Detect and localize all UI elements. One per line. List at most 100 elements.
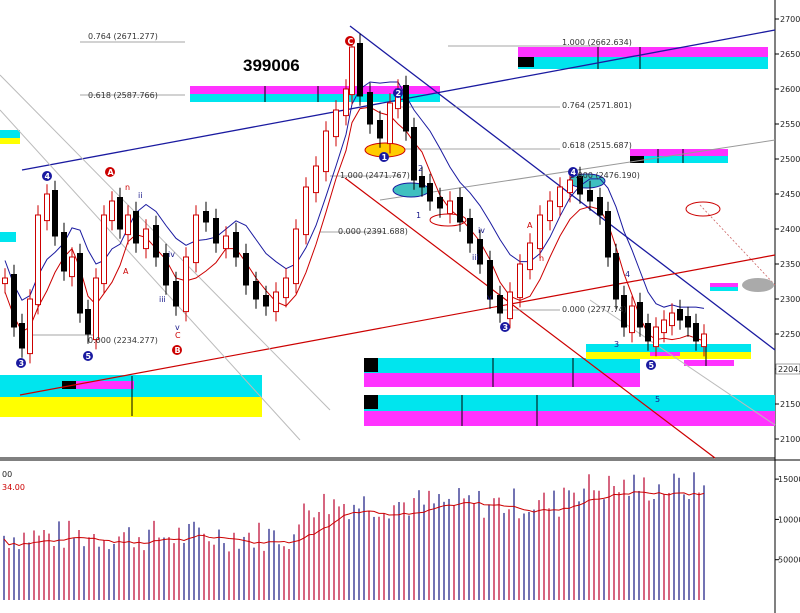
- candle-body: [587, 190, 593, 202]
- candle-body: [621, 295, 627, 328]
- wave-circle: B: [172, 345, 182, 355]
- fib-label: 1.000 (2662.634): [562, 38, 632, 47]
- candle-body: [52, 190, 58, 237]
- candle-body: [213, 218, 219, 244]
- candle-body: [517, 263, 523, 299]
- candle-body: [293, 228, 299, 285]
- candle-body: [117, 197, 123, 230]
- wave-circle: A: [105, 167, 115, 177]
- candle-body: [77, 253, 83, 314]
- candle-body: [263, 295, 269, 307]
- candle-body: [253, 281, 259, 300]
- wave-circle: 4: [42, 171, 52, 181]
- candle-body: [467, 218, 473, 244]
- candle-body: [403, 85, 409, 132]
- candle-body: [125, 214, 131, 236]
- svg-text:A: A: [108, 168, 115, 177]
- svg-text:4: 4: [45, 172, 51, 181]
- price-tick-label: 2650: [780, 50, 800, 59]
- candle-body: [661, 319, 667, 334]
- volume-tick-label: 150000: [778, 475, 800, 484]
- wave-text: n: [125, 183, 130, 192]
- wave-circle: 5: [83, 351, 93, 361]
- candle-body: [629, 305, 635, 334]
- fib-label: 0.000 (2391.688): [338, 227, 408, 236]
- price-axis: 2100215022002250230023502400245025002550…: [775, 15, 800, 444]
- candle-body: [69, 256, 75, 278]
- wave-circle: 5: [646, 360, 656, 370]
- wave-circle: 3: [16, 358, 26, 368]
- svg-text:2: 2: [396, 89, 402, 98]
- fib-zone-boxes: [0, 47, 775, 426]
- price-tick-label: 2600: [780, 85, 800, 94]
- svg-text:5: 5: [649, 361, 655, 370]
- candle-body: [203, 211, 209, 223]
- candle-body: [527, 242, 533, 271]
- wave-circle: 3: [500, 322, 510, 332]
- wave-text: v: [487, 293, 492, 302]
- price-tick-label: 2500: [780, 155, 800, 164]
- candle-body: [387, 102, 393, 145]
- candle-body: [577, 176, 583, 195]
- price-tick-label: 2100: [780, 435, 800, 444]
- volume-tick-label: 50000: [778, 556, 800, 565]
- fib-label: 1.000 (2471.767): [340, 171, 410, 180]
- wave-text: n: [539, 254, 544, 263]
- candle-body: [109, 200, 115, 222]
- candle-body: [11, 274, 17, 328]
- wave-circle: 1: [379, 152, 389, 162]
- fib-label: 0.000 (2277.74): [562, 305, 627, 314]
- candle-body: [349, 46, 355, 96]
- wave-text: C: [175, 331, 181, 340]
- candle-body: [487, 260, 493, 300]
- candle-body: [44, 193, 50, 222]
- price-tick-label: 2450: [780, 190, 800, 199]
- wave-text: iii: [472, 253, 479, 262]
- wave-text: A: [527, 221, 533, 230]
- candle-body: [357, 43, 363, 97]
- wave-text: A: [123, 267, 129, 276]
- candle-body: [677, 309, 683, 321]
- candle-body: [163, 253, 169, 286]
- candle-body: [313, 165, 319, 194]
- candle-body: [233, 232, 239, 258]
- svg-text:C: C: [348, 37, 354, 46]
- candle-body: [273, 291, 279, 313]
- candle-body: [427, 183, 433, 202]
- candle-body: [605, 211, 611, 258]
- candle-body: [323, 130, 329, 173]
- candle-body: [19, 323, 25, 349]
- candle-body: [243, 253, 249, 286]
- wave-text: iv: [478, 226, 485, 235]
- candle-body: [693, 323, 699, 342]
- candle-body: [303, 186, 309, 236]
- candle-body: [333, 109, 339, 138]
- fib-label: 0.764 (2671.277): [88, 32, 158, 41]
- fib-labels: 0.764 (2671.277) 0.618 (2587.766) 1.000 (2…: [88, 32, 640, 345]
- wave-circle: 2: [393, 88, 403, 98]
- candle-body: [497, 295, 503, 314]
- wave-circles: C 2 1 4 4 A 3 5 B 3 5: [16, 36, 656, 370]
- candle-body: [537, 214, 543, 250]
- candle-body: [193, 214, 199, 264]
- candle-body: [613, 253, 619, 300]
- wave-text: ii: [138, 191, 142, 200]
- candle-body: [85, 309, 91, 335]
- wave-text: v: [175, 323, 180, 332]
- fib-label: 2.000 (2476.190): [570, 171, 640, 180]
- wave-text: iii: [159, 295, 166, 304]
- fib-label: 0.764 (2571.801): [562, 101, 632, 110]
- candle-body: [2, 277, 8, 285]
- price-tick-label: 2700: [780, 15, 800, 24]
- current-price-label: 2204.: [778, 365, 800, 374]
- blue-ma-line: [4, 81, 705, 309]
- volume-left-label-2: 34.00: [2, 483, 25, 492]
- candle-body: [597, 197, 603, 216]
- wave-text: 2: [418, 164, 423, 173]
- candle-body: [653, 326, 659, 348]
- volume-tick-label: 100000: [778, 515, 800, 524]
- candle-body: [133, 211, 139, 244]
- wave-text: 4: [625, 270, 630, 279]
